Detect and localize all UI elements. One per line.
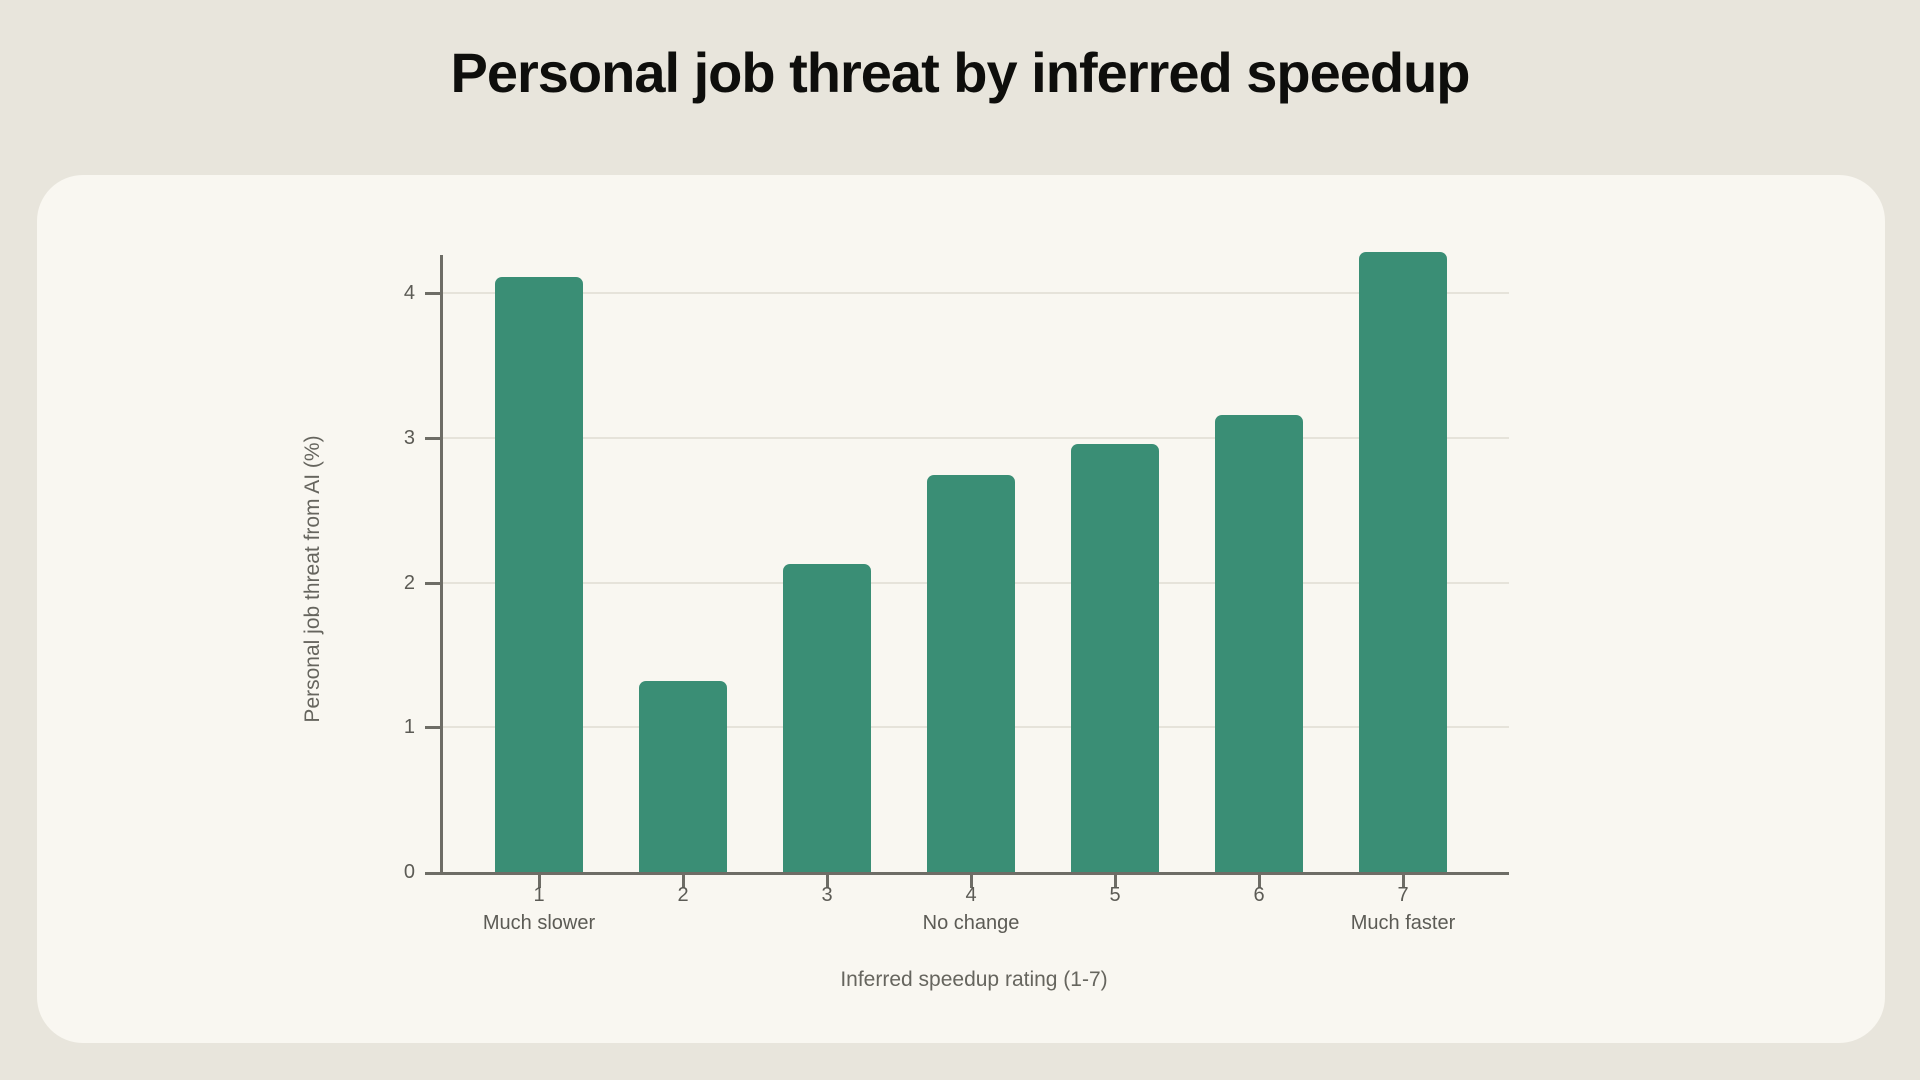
bar-rating-6 <box>1215 415 1303 872</box>
bar-rating-3 <box>783 564 871 872</box>
x-tick-mark-7 <box>1402 875 1405 888</box>
x-tick-label-6: 6 <box>1253 884 1265 906</box>
x-tick-mark-4 <box>970 875 973 888</box>
gridline-y-3 <box>440 436 1509 439</box>
bar-rating-1 <box>495 277 583 872</box>
x-tick-mark-3 <box>826 875 829 888</box>
x-tick-sublabel-1: Much slower <box>482 912 596 934</box>
x-tick-mark-6 <box>1258 875 1261 888</box>
x-tick-label-7: 7 <box>1397 884 1409 906</box>
x-tick-label-5: 5 <box>1109 884 1121 906</box>
x-tick-sublabel-7: Much faster <box>1350 912 1456 934</box>
x-tick-label-4: 4 <box>965 884 977 906</box>
y-tick-label-2: 2 <box>403 571 415 594</box>
x-axis-title: Inferred speedup rating (1-7) <box>840 968 1108 991</box>
x-tick-mark-1 <box>538 875 541 888</box>
gridline-y-4 <box>440 292 1509 294</box>
x-tick-label-3: 3 <box>821 884 833 906</box>
y-tick-label-3: 3 <box>403 426 415 449</box>
x-tick-mark-5 <box>1114 875 1117 888</box>
x-tick-label-1: 1 <box>533 884 545 906</box>
bar-rating-7 <box>1359 252 1447 872</box>
y-tick-label-4: 4 <box>403 282 415 304</box>
y-tick-mark-1 <box>425 726 440 730</box>
y-tick-label-0: 0 <box>403 861 415 883</box>
x-tick-sublabel-4: No change <box>922 912 1020 934</box>
y-tick-mark-3 <box>425 436 440 440</box>
bar-rating-2 <box>639 681 727 872</box>
chart-title: Personal job threat by inferred speedup <box>450 41 1470 104</box>
y-axis-line <box>440 255 443 875</box>
x-tick-mark-2 <box>682 875 685 888</box>
y-tick-mark-4 <box>425 292 440 295</box>
bar-rating-5 <box>1071 444 1159 872</box>
bar-rating-4 <box>927 475 1015 872</box>
y-tick-mark-2 <box>425 581 440 585</box>
x-tick-label-2: 2 <box>677 884 689 906</box>
x-axis-line <box>425 872 1509 875</box>
y-tick-label-1: 1 <box>403 716 415 739</box>
y-axis-title: Personal job threat from AI (%) <box>301 435 324 723</box>
